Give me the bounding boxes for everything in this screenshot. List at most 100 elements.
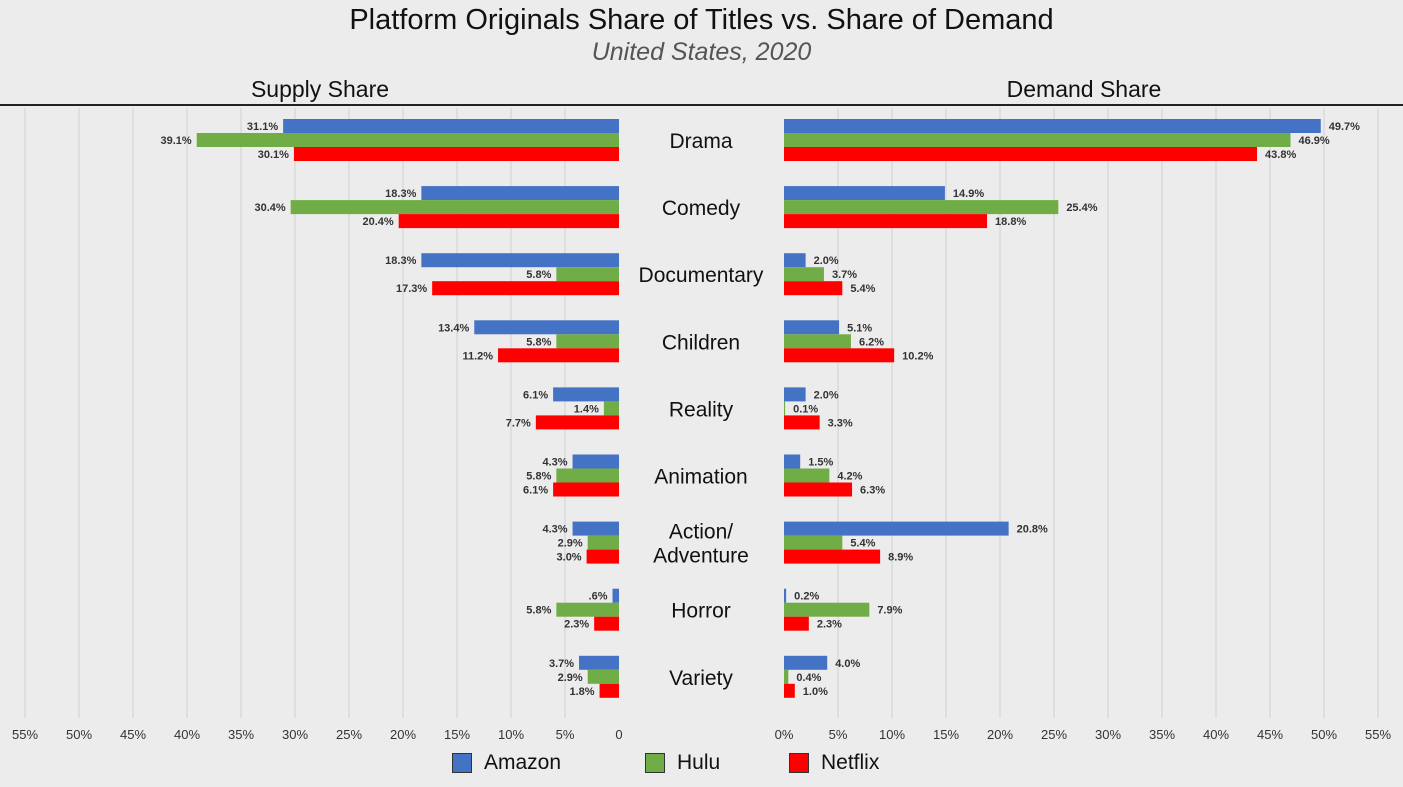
supply-data-label: 31.1%: [247, 121, 278, 133]
demand-bar-netflix: [784, 683, 795, 698]
x-tick-label: 15%: [933, 727, 959, 742]
supply-bar-netflix: [398, 214, 619, 229]
x-tick-label: 40%: [1203, 727, 1229, 742]
supply-data-label: 18.3%: [385, 255, 416, 267]
supply-data-label: 5.8%: [526, 269, 551, 281]
x-tick-label: 0%: [775, 727, 794, 742]
supply-bar-hulu: [556, 602, 619, 617]
demand-data-label: 1.0%: [803, 686, 828, 698]
supply-data-label: .6%: [589, 591, 608, 603]
demand-bar-amazon: [784, 521, 1009, 536]
supply-data-label: 2.9%: [558, 538, 583, 550]
supply-data-label: 1.4%: [574, 403, 599, 415]
demand-data-label: 2.0%: [814, 389, 839, 401]
demand-data-label: 5.1%: [847, 322, 872, 334]
category-label: Variety: [669, 667, 733, 690]
legend-label-amazon: Amazon: [484, 751, 562, 774]
supply-bar-netflix: [535, 415, 619, 430]
demand-bar-hulu: [784, 468, 830, 483]
demand-bar-amazon: [784, 186, 945, 201]
chart-title: Platform Originals Share of Titles vs. S…: [349, 4, 1054, 36]
supply-data-label: 2.3%: [564, 619, 589, 631]
supply-data-label: 30.4%: [254, 202, 285, 214]
supply-bar-amazon: [572, 454, 619, 469]
supply-bar-netflix: [498, 348, 619, 363]
legend-label-netflix: Netflix: [821, 751, 880, 774]
supply-data-label: 6.1%: [523, 389, 548, 401]
x-tick-label: 45%: [1257, 727, 1283, 742]
category-label: Horror: [671, 600, 731, 623]
legend-label-hulu: Hulu: [677, 751, 721, 774]
x-tick-label: 55%: [12, 727, 38, 742]
supply-bar-amazon: [474, 320, 619, 335]
demand-bar-hulu: [784, 133, 1291, 147]
x-tick-label: 10%: [879, 727, 905, 742]
supply-data-label: 3.7%: [549, 658, 574, 670]
demand-data-label: 10.2%: [902, 350, 933, 362]
x-tick-label: 5%: [829, 727, 848, 742]
category-label: Drama: [669, 130, 732, 153]
demand-bar-amazon: [784, 320, 840, 335]
x-tick-label: 0: [615, 727, 622, 742]
supply-data-label: 18.3%: [385, 188, 416, 200]
supply-bar-amazon: [553, 387, 619, 402]
x-tick-label: 10%: [498, 727, 524, 742]
demand-data-label: 0.1%: [793, 403, 818, 415]
x-tick-label: 35%: [1149, 727, 1175, 742]
supply-data-label: 5.8%: [526, 336, 551, 348]
supply-bar-netflix: [293, 147, 619, 161]
x-tick-label: 30%: [282, 727, 308, 742]
supply-data-label: 5.8%: [526, 471, 551, 483]
supply-data-label: 11.2%: [462, 350, 493, 362]
x-tick-label: 25%: [1041, 727, 1067, 742]
demand-data-label: 18.8%: [995, 216, 1026, 228]
supply-data-label: 20.4%: [362, 216, 393, 228]
demand-bar-hulu: [784, 267, 824, 282]
supply-bar-hulu: [290, 200, 619, 215]
supply-bar-amazon: [283, 119, 619, 133]
x-tick-label: 50%: [66, 727, 92, 742]
chart-subtitle: United States, 2020: [591, 38, 812, 66]
supply-bar-amazon: [421, 253, 619, 268]
demand-bar-hulu: [784, 602, 870, 617]
demand-data-label: 5.4%: [850, 283, 875, 295]
demand-data-label: 1.5%: [808, 457, 833, 469]
demand-data-label: 46.9%: [1299, 135, 1330, 147]
demand-bar-netflix: [784, 616, 809, 631]
supply-data-label: 1.8%: [569, 686, 594, 698]
supply-bar-hulu: [587, 535, 619, 550]
category-label: Adventure: [653, 545, 749, 568]
demand-data-label: 14.9%: [953, 188, 984, 200]
category-label: Reality: [669, 398, 734, 421]
demand-bar-hulu: [784, 669, 789, 684]
demand-data-label: 2.3%: [817, 619, 842, 631]
demand-bar-amazon: [784, 588, 787, 603]
demand-bar-netflix: [784, 348, 895, 363]
supply-data-label: 6.1%: [523, 485, 548, 497]
demand-bar-amazon: [784, 655, 828, 670]
demand-data-label: 3.7%: [832, 269, 857, 281]
demand-panel-title: Demand Share: [1006, 76, 1162, 102]
supply-bar-amazon: [572, 521, 619, 536]
legend-item-hulu: Hulu: [645, 751, 720, 775]
demand-bar-hulu: [784, 401, 786, 416]
supply-bar-netflix: [553, 482, 619, 497]
demand-data-label: 6.3%: [860, 485, 885, 497]
x-tick-label: 5%: [556, 727, 575, 742]
legend-swatch-hulu: [645, 753, 665, 773]
supply-data-label: 4.3%: [542, 524, 567, 536]
supply-data-label: 5.8%: [526, 605, 551, 617]
demand-bar-netflix: [784, 214, 988, 229]
demand-data-label: 6.2%: [859, 336, 884, 348]
x-tick-label: 35%: [228, 727, 254, 742]
demand-data-label: 49.7%: [1329, 121, 1360, 133]
demand-bar-hulu: [784, 334, 851, 349]
legend-item-amazon: Amazon: [452, 751, 561, 775]
x-tick-label: 20%: [987, 727, 1013, 742]
supply-data-label: 3.0%: [557, 552, 582, 564]
category-label: Animation: [654, 466, 747, 489]
supply-bar-hulu: [587, 669, 619, 684]
supply-bar-hulu: [196, 133, 619, 147]
demand-bar-netflix: [784, 482, 853, 497]
